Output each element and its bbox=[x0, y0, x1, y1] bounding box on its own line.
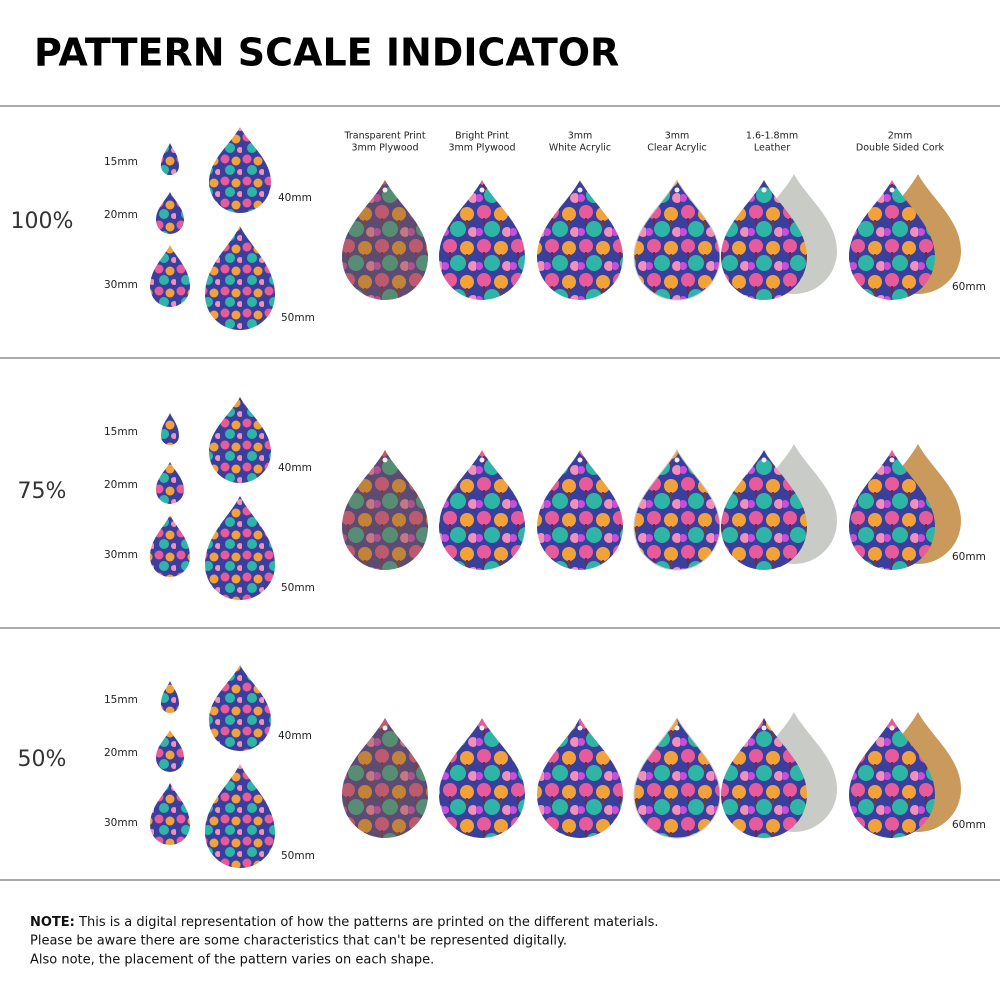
sample-drop bbox=[205, 496, 275, 600]
note-text: This is a digital representation of how … bbox=[78, 915, 658, 930]
size-label: 20mm bbox=[104, 479, 138, 491]
scale-row: 100% 15mm 20mm 30mm 40mm 50mm 60mm bbox=[11, 127, 986, 330]
material-drop bbox=[537, 450, 623, 570]
material-drop bbox=[633, 448, 721, 571]
scale-row: 75% 15mm 20mm 30mm 40mm 50mm 60mm bbox=[18, 397, 986, 600]
material-drop bbox=[439, 718, 525, 838]
scale-label: 100% bbox=[11, 209, 74, 234]
material-line2: Double Sided Cork bbox=[856, 143, 945, 154]
material-line1: 3mm bbox=[568, 131, 593, 142]
note-line: NOTE: This is a digital representation o… bbox=[30, 915, 659, 930]
plywood-tint bbox=[342, 180, 428, 300]
sample-drop bbox=[150, 783, 190, 845]
size-label: 40mm bbox=[278, 462, 312, 474]
scale-row: 50% 15mm 20mm 30mm 40mm 50mm 60mm bbox=[18, 665, 986, 868]
material-line1: Transparent Print bbox=[343, 131, 425, 142]
material-line2: 3mm Plywood bbox=[352, 143, 419, 154]
material-drop bbox=[633, 716, 721, 839]
material-drop bbox=[439, 450, 525, 570]
material-drop bbox=[342, 180, 428, 300]
sample-drop bbox=[209, 397, 271, 484]
scale-label: 50% bbox=[18, 747, 67, 772]
material-line1: 1.6-1.8mm bbox=[746, 131, 798, 142]
sample-drop bbox=[209, 127, 271, 214]
material-line1: 2mm bbox=[888, 131, 913, 142]
note-line: Also note, the placement of the pattern … bbox=[30, 953, 434, 968]
hole bbox=[382, 187, 388, 193]
hole bbox=[382, 725, 388, 731]
hole bbox=[577, 725, 583, 731]
sample-drop bbox=[150, 245, 190, 307]
material-line1: Bright Print bbox=[455, 131, 509, 142]
hole bbox=[761, 725, 767, 731]
size-label: 20mm bbox=[104, 747, 138, 759]
sample-drop bbox=[209, 665, 271, 752]
hole bbox=[382, 457, 388, 463]
hole bbox=[889, 187, 895, 193]
size-label: 20mm bbox=[104, 209, 138, 221]
material-line1: 3mm bbox=[665, 131, 690, 142]
material-drop bbox=[721, 180, 807, 300]
material-drop bbox=[537, 718, 623, 838]
sample-drop bbox=[205, 764, 275, 868]
hole bbox=[479, 457, 485, 463]
sample-drop bbox=[156, 192, 184, 234]
sample-drop bbox=[161, 413, 179, 445]
hole bbox=[479, 187, 485, 193]
sample-drop bbox=[161, 143, 179, 175]
material-drop bbox=[721, 450, 807, 570]
material-drop bbox=[849, 450, 935, 570]
large-size-label: 60mm bbox=[952, 819, 986, 831]
sample-drop bbox=[150, 515, 190, 577]
size-label: 40mm bbox=[278, 192, 312, 204]
sample-drop bbox=[205, 226, 275, 330]
size-label: 50mm bbox=[281, 312, 315, 324]
sample-drop bbox=[156, 730, 184, 772]
hole bbox=[674, 457, 680, 463]
hole bbox=[674, 725, 680, 731]
note-line: Please be aware there are some character… bbox=[30, 934, 567, 949]
hole bbox=[761, 457, 767, 463]
size-label: 30mm bbox=[104, 817, 138, 829]
material-line2: Clear Acrylic bbox=[647, 143, 706, 154]
hole bbox=[889, 725, 895, 731]
size-label: 30mm bbox=[104, 279, 138, 291]
large-size-label: 60mm bbox=[952, 281, 986, 293]
large-size-label: 60mm bbox=[952, 551, 986, 563]
size-label: 50mm bbox=[281, 582, 315, 594]
hole bbox=[479, 725, 485, 731]
material-drop bbox=[439, 180, 525, 300]
material-drop bbox=[849, 180, 935, 300]
size-label: 15mm bbox=[104, 156, 138, 168]
sample-drop bbox=[161, 681, 179, 713]
material-drop bbox=[342, 718, 428, 838]
material-line2: Leather bbox=[754, 143, 790, 154]
title: PATTERN SCALE INDICATOR bbox=[34, 31, 619, 75]
scale-label: 75% bbox=[18, 479, 67, 504]
hole bbox=[761, 187, 767, 193]
material-line2: 3mm Plywood bbox=[449, 143, 516, 154]
hole bbox=[889, 457, 895, 463]
material-drop bbox=[633, 178, 721, 301]
size-label: 40mm bbox=[278, 730, 312, 742]
sample-drop bbox=[156, 462, 184, 504]
material-drop bbox=[342, 450, 428, 570]
material-line2: White Acrylic bbox=[549, 143, 611, 154]
size-label: 30mm bbox=[104, 549, 138, 561]
size-label: 15mm bbox=[104, 426, 138, 438]
size-label: 50mm bbox=[281, 850, 315, 862]
hole bbox=[577, 457, 583, 463]
note-label: NOTE: bbox=[30, 915, 75, 930]
hole bbox=[577, 187, 583, 193]
material-drop bbox=[849, 718, 935, 838]
hole bbox=[674, 187, 680, 193]
plywood-tint bbox=[342, 718, 428, 838]
material-drop bbox=[537, 180, 623, 300]
size-label: 15mm bbox=[104, 694, 138, 706]
plywood-tint bbox=[342, 450, 428, 570]
scale-rows: 100% 15mm 20mm 30mm 40mm 50mm 60mm 75% 15mm 20mm 3… bbox=[11, 127, 986, 868]
material-drop bbox=[721, 718, 807, 838]
